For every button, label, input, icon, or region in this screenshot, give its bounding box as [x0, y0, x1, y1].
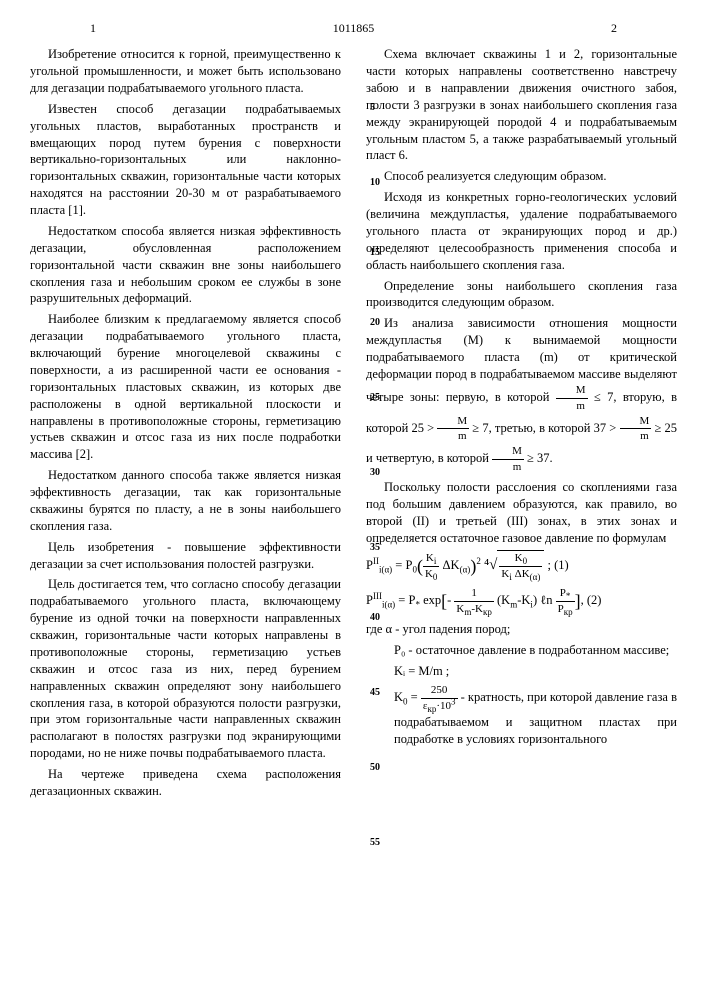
para: Изобретение относится к горной, преимуще… — [30, 46, 341, 97]
right-column: Схема включает скважины 1 и 2, горизонта… — [366, 46, 677, 804]
line-num: 25 — [370, 391, 380, 405]
right-page-num: 2 — [611, 20, 617, 36]
left-page-num: 1 — [90, 20, 96, 36]
line-num: 15 — [370, 246, 380, 260]
line-num: 30 — [370, 466, 380, 480]
line-num: 20 — [370, 316, 380, 330]
two-column-layout: Изобретение относится к горной, преимуще… — [30, 46, 677, 804]
para-zones: Из анализа зависимости отношения мощност… — [366, 315, 677, 475]
left-column: Изобретение относится к горной, преимуще… — [30, 46, 341, 804]
para: Поскольку полости расслоения со скоплени… — [366, 479, 677, 547]
line-num: 40 — [370, 611, 380, 625]
where-ki: Kᵢ = M/m ; — [366, 663, 677, 680]
para: Цель достигается тем, что согласно спосо… — [30, 576, 341, 762]
para: Исходя из конкретных горно-геологических… — [366, 189, 677, 273]
line-num: 55 — [370, 836, 380, 850]
page-header: 1 1011865 2 — [30, 20, 677, 36]
line-num: 10 — [370, 176, 380, 190]
line-num: 45 — [370, 686, 380, 700]
where-alpha: где α - угол падения пород; — [366, 621, 677, 638]
line-num: 50 — [370, 761, 380, 775]
line-num: 35 — [370, 541, 380, 555]
para: На чертеже приведена схема расположения … — [30, 766, 341, 800]
para: Определение зоны наибольшего скопления г… — [366, 278, 677, 312]
where-p0: P₀ - остаточное давление в подработанном… — [366, 642, 677, 659]
formula-1: PIIi(α) = P0(KiK0 ΔK(α))2 ⁴√K0Ki ΔK(α) ;… — [366, 550, 677, 582]
para: Схема включает скважины 1 и 2, горизонта… — [366, 46, 677, 164]
para: Способ реализуется следующим образом. — [366, 168, 677, 185]
para: Цель изобретения - повышение эффективнос… — [30, 539, 341, 573]
para: Известен способ дегазации подрабатываемы… — [30, 101, 341, 219]
para: Недостатком данного способа также являет… — [30, 467, 341, 535]
line-num: 5 — [370, 101, 375, 115]
formula-2: PIIIi(α) = P* exp[- 1Km-Kкр (Km-Ki) ℓn P… — [366, 586, 677, 617]
para: Недостатком способа является низкая эффе… — [30, 223, 341, 307]
para: Наиболее близким к предлагаемому являетс… — [30, 311, 341, 463]
where-k0: K0 = 250εкр·103 - кратность, при которой… — [366, 683, 677, 747]
patent-number: 1011865 — [333, 20, 375, 36]
